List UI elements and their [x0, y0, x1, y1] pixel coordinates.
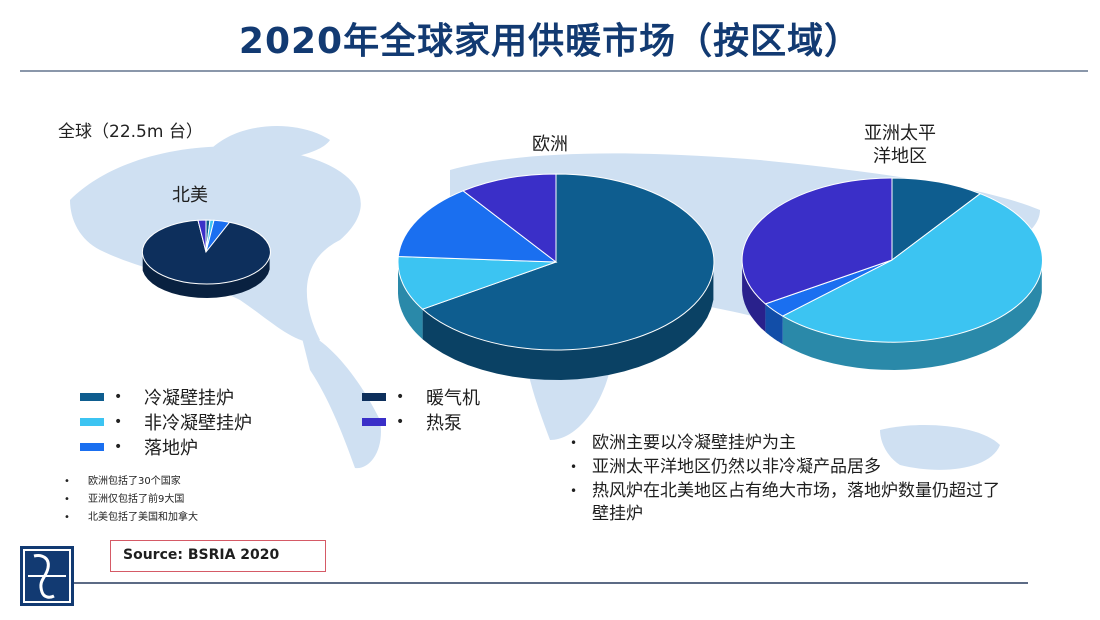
pie-side-warm_air_furnace: [142, 255, 270, 298]
pie-side-condensing_boiler: [422, 269, 714, 380]
legend-swatch: [362, 393, 386, 401]
legend-label: 落地炉: [144, 438, 198, 459]
legend-item-condensing-boiler: • 冷凝壁挂炉: [80, 384, 234, 410]
pie-side-non_condensing_boiler: [782, 264, 1042, 370]
legend-swatch: [80, 443, 104, 451]
region-label-asia-pacific: 亚洲太平 洋地区: [850, 122, 950, 168]
pie-chart-0: [141, 219, 271, 298]
pie-slice-heat_pump: [462, 173, 557, 264]
map-landmass: [210, 126, 330, 165]
legend-item-non-condensing-boiler: • 非冷凝壁挂炉: [80, 409, 252, 435]
legend-item-heat-pump: • 热泵: [362, 409, 462, 435]
legend-bullet: •: [396, 389, 405, 405]
pie-slice-condensing_boiler: [891, 177, 982, 262]
legend-label: 冷凝壁挂炉: [144, 388, 234, 409]
key-point: • 热风炉在北美地区占有绝大市场，落地炉数量仍超过了壁挂炉: [570, 481, 1000, 524]
legend-label: 非冷凝壁挂炉: [144, 413, 252, 434]
key-points: • 欧洲主要以冷凝壁挂炉为主 • 亚洲太平洋地区仍然以非冷凝产品居多 • 热风炉在北美…: [570, 432, 1010, 527]
pie-slice-warm_air_furnace: [141, 219, 271, 285]
page-title: 2020年全球家用供暖市场（按区域）: [238, 21, 862, 62]
pie-slice-non_condensing_boiler: [781, 193, 1043, 343]
legend-label: 暖气机: [426, 388, 480, 409]
footnotes: • 欧洲包括了30个国家 • 亚洲仅包括了前9大国 • 北美包括了美国和加拿大: [64, 473, 198, 527]
legend-swatch: [80, 418, 104, 426]
source-text: Source: BSRIA 2020: [123, 547, 280, 563]
region-label-asia-pacific-line1: 亚洲太平: [864, 123, 936, 144]
pie-slice-condensing_boiler: [421, 173, 715, 351]
key-point: • 欧洲主要以冷凝壁挂炉为主: [570, 433, 796, 453]
pie-slice-floor_standing_boiler: [397, 190, 558, 263]
legend-bullet: •: [114, 389, 123, 405]
legend-swatch: [362, 418, 386, 426]
pie-chart-1: [397, 173, 715, 380]
footnote: • 亚洲仅包括了前9大国: [64, 494, 185, 505]
company-logo: [20, 546, 74, 606]
region-label-europe: 欧洲: [532, 134, 568, 155]
pie-side-heat_pump: [742, 262, 766, 332]
source-box: Source: BSRIA 2020: [110, 540, 326, 572]
legend-bullet: •: [114, 439, 123, 455]
legend-bullet: •: [114, 414, 123, 430]
pie-slice-heat_pump: [741, 177, 893, 305]
legend-swatch: [80, 393, 104, 401]
pie-chart-2: [741, 177, 1043, 370]
global-total-label: 全球（22.5m 台）: [58, 122, 203, 142]
footnote: • 欧洲包括了30个国家: [64, 476, 181, 487]
legend-bullet: •: [396, 414, 405, 430]
region-label-asia-pacific-line2: 洋地区: [873, 146, 927, 167]
key-point: • 亚洲太平洋地区仍然以非冷凝产品居多: [570, 457, 881, 477]
legend-item-floor-standing-boiler: • 落地炉: [80, 434, 198, 460]
title-divider: [20, 70, 1088, 72]
map-landmass: [880, 425, 1000, 470]
pie-side-non_condensing_boiler: [398, 263, 423, 340]
legend-item-warm-air-furnace: • 暖气机: [362, 384, 480, 410]
footer-divider: [20, 582, 1028, 584]
pie-slice-heat_pump: [197, 219, 207, 253]
map-landmass: [300, 330, 381, 469]
pie-slice-non_condensing_boiler: [397, 255, 557, 310]
footnote: • 北美包括了美国和加拿大: [64, 512, 198, 523]
region-label-north-america: 北美: [172, 185, 208, 206]
legend-label: 热泵: [426, 413, 462, 434]
